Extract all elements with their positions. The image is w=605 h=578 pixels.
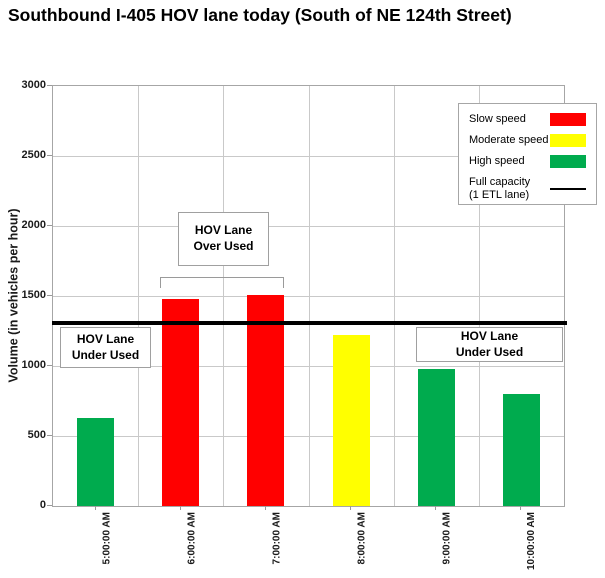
x-tick-mark [95,506,96,510]
bar-8-00-00-AM [333,335,370,506]
x-tick-label: 7:00:00 AM [271,512,282,565]
annotation-line: Under Used [455,344,524,359]
full-capacity-line-swatch [550,187,586,190]
legend-item-moderate-speed: Moderate speed [469,134,586,147]
bar-6-00-00-AM [162,299,199,506]
annotation-hov-over-used: HOV Lane Over Used [178,212,269,266]
y-tick-label: 500 [27,429,46,441]
legend-label-line: Full capacity [469,176,531,188]
y-tick-mark [47,225,52,226]
annotation-line: HOV Lane [460,328,519,343]
annotation-hov-under-used-left: HOV Lane Under Used [60,327,151,368]
legend-item-high-speed: High speed [469,155,586,168]
annotation-line: Over Used [193,239,254,253]
y-tick-mark [47,365,52,366]
bar-7-00-00-AM [247,295,284,506]
x-tick-mark [265,506,266,510]
legend-label: High speed [469,155,525,168]
v-gridline [138,86,139,506]
x-tick-label: 9:00:00 AM [441,512,452,565]
x-tick-label: 10:00:00 AM [526,512,537,570]
x-tick-label: 5:00:00 AM [101,512,112,565]
moderate-speed-swatch [550,134,586,147]
y-tick-label: 0 [39,499,46,511]
full-capacity-line [52,321,567,325]
y-tick-mark [47,505,52,506]
v-gridline [223,86,224,506]
y-tick-label: 1500 [21,289,46,301]
x-tick-mark [435,506,436,510]
h-gridline [53,226,564,227]
x-tick-label: 8:00:00 AM [356,512,367,565]
bar-9-00-00-AM [418,369,455,506]
h-gridline [53,296,564,297]
legend-item-slow-speed: Slow speed [469,113,586,126]
legend: Slow speed Moderate speed High speed Ful… [458,103,597,205]
annotation-line: Under Used [71,347,140,362]
h-gridline [53,156,564,157]
legend-label-line: (1 ETL lane) [469,188,530,201]
y-tick-label: 2000 [21,219,46,231]
x-tick-mark [350,506,351,510]
y-tick-mark [47,155,52,156]
x-tick-mark [520,506,521,510]
h-gridline [53,366,564,367]
y-tick-label: 3000 [21,79,46,91]
bar-5-00-00-AM [77,418,114,506]
h-gridline [53,436,564,437]
chart-title: Southbound I-405 HOV lane today (South o… [8,5,512,25]
y-tick-mark [47,435,52,436]
annotation-line: HOV Lane [76,331,135,346]
v-gridline [479,86,480,506]
x-tick-mark [180,506,181,510]
y-tick-label: 1000 [21,359,46,371]
high-speed-swatch [550,155,586,168]
y-tick-label: 2500 [21,149,46,161]
legend-label: Full capacity (1 ETL lane) [469,176,530,201]
over-used-bracket [160,277,284,288]
slow-speed-swatch [550,113,586,126]
annotation-line: HOV Lane [194,223,253,238]
v-gridline [394,86,395,506]
legend-label: Slow speed [469,113,526,126]
y-tick-mark [47,295,52,296]
annotation-hov-under-used-right: HOV Lane Under Used [416,327,563,362]
v-gridline [309,86,310,506]
legend-item-full-capacity: Full capacity (1 ETL lane) [469,176,586,201]
y-tick-mark [47,85,52,86]
bar-10-00-00-AM [503,394,540,506]
legend-label: Moderate speed [469,134,549,147]
x-tick-label: 6:00:00 AM [186,512,197,565]
